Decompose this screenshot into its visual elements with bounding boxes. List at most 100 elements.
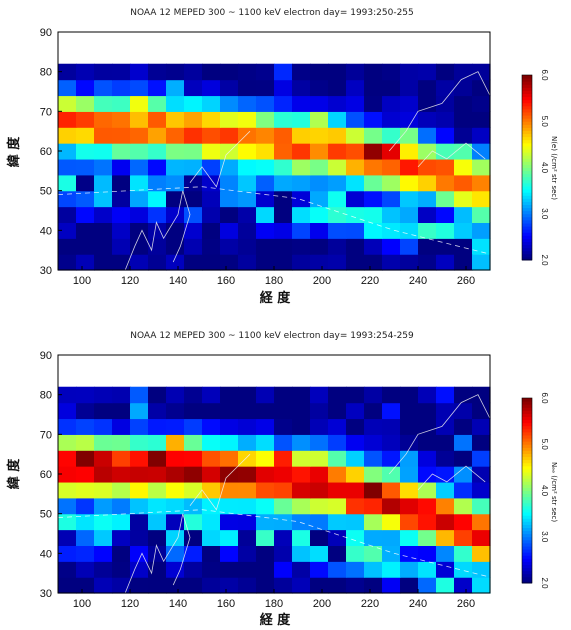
colorbar-frame xyxy=(521,74,533,261)
heatmap-cell xyxy=(184,158,203,176)
colorbar-segment xyxy=(522,210,532,215)
heatmap-cell xyxy=(130,402,149,420)
coastline xyxy=(417,465,486,491)
heatmap-cell xyxy=(274,497,293,515)
heatmap-cell xyxy=(184,466,203,483)
heatmap-cell xyxy=(418,238,437,255)
colorbar-segment xyxy=(522,502,532,507)
heatmap-cell xyxy=(166,545,185,562)
heatmap-cell xyxy=(202,450,221,467)
heatmap-cell xyxy=(94,513,113,531)
heatmap-cell xyxy=(238,127,257,144)
colorbar-tick-label: 2.0 xyxy=(540,577,549,589)
heatmap-cell xyxy=(184,450,203,467)
colorbar-tick-label: 3.0 xyxy=(540,531,549,543)
heatmap-cell xyxy=(148,143,167,160)
colorbar-segment xyxy=(522,487,532,491)
x-tick-label: 260 xyxy=(457,598,475,610)
heatmap-cell xyxy=(130,466,149,483)
heatmap-cell xyxy=(454,158,473,176)
heatmap-cell xyxy=(202,190,221,208)
heatmap-cell xyxy=(58,111,77,128)
colorbar-segment xyxy=(522,496,532,501)
colorbar-segment xyxy=(522,521,532,525)
heatmap-cell xyxy=(184,513,203,531)
heatmap-cell xyxy=(166,206,185,223)
colorbar-segment xyxy=(522,561,532,565)
heatmap-cell xyxy=(472,79,491,97)
heatmap-cell xyxy=(436,206,455,223)
heatmap-cell xyxy=(364,481,383,499)
heatmap-cell xyxy=(436,143,455,160)
heatmap-cell xyxy=(454,497,473,515)
heatmap-cell xyxy=(130,95,149,112)
heatmap-cell xyxy=(58,513,77,531)
heatmap-cell xyxy=(454,481,473,499)
heatmap-cell xyxy=(364,143,383,160)
heatmap-cell xyxy=(238,143,257,160)
colorbar-segment xyxy=(522,515,532,519)
heatmap-cell xyxy=(58,190,77,208)
coastline xyxy=(124,513,191,594)
heatmap-cell xyxy=(148,158,167,176)
heatmap-cell xyxy=(166,386,185,404)
heatmap-cell xyxy=(94,254,113,271)
colorbar-segment xyxy=(522,518,532,522)
heatmap-cell xyxy=(454,95,473,112)
heatmap-cell xyxy=(238,497,257,515)
colorbar-segment xyxy=(522,570,532,575)
heatmap-cell xyxy=(58,418,77,435)
heatmap-cell xyxy=(256,561,275,578)
heatmap-cell xyxy=(310,143,329,160)
heatmap-cell xyxy=(328,174,347,192)
heatmap-cell xyxy=(454,206,473,223)
colorbar-segment xyxy=(522,139,532,144)
heatmap-cell xyxy=(166,143,185,160)
heatmap-cell xyxy=(364,497,383,515)
colorbar-label-2: Nₑₑ (/cm² str sec) xyxy=(550,462,558,522)
heatmap-cell xyxy=(472,63,491,81)
colorbar-segment xyxy=(522,155,532,159)
heatmap-cell xyxy=(130,158,149,176)
heatmap-cell xyxy=(76,402,95,420)
heatmap-cell xyxy=(184,402,203,420)
heatmap-cell xyxy=(130,386,149,404)
heatmap-cell xyxy=(292,481,311,499)
heatmap-cell xyxy=(94,206,113,223)
colorbar-segment xyxy=(522,195,532,199)
heatmap-cell xyxy=(292,190,311,208)
heatmap-cell xyxy=(382,577,401,594)
colorbar-segment xyxy=(522,493,532,498)
heatmap-cell xyxy=(76,111,95,128)
heatmap-cell xyxy=(454,63,473,81)
x-tick-label: 140 xyxy=(169,598,187,610)
colorbar-segment xyxy=(522,201,532,205)
heatmap-cell xyxy=(328,481,347,499)
heatmap-cell xyxy=(184,529,203,546)
heatmap-cell xyxy=(166,254,185,271)
x-tick-label: 160 xyxy=(217,598,235,610)
heatmap-cell xyxy=(202,158,221,176)
colorbar-tick-label: 3.0 xyxy=(540,208,549,220)
heatmap-cell xyxy=(274,79,293,97)
heatmap-cell xyxy=(220,254,239,271)
heatmap-cell xyxy=(274,174,293,192)
x-tick-label: 100 xyxy=(73,275,91,287)
colorbar-2: 2.0 3.0 4.0 5.0 6.0 xyxy=(521,392,549,589)
heatmap-cell xyxy=(112,466,131,483)
heatmap-cell xyxy=(328,158,347,176)
heatmap-cell xyxy=(220,127,239,144)
colorbar-segment xyxy=(522,573,532,578)
heatmap-cell xyxy=(400,95,419,112)
heatmap-cell xyxy=(418,143,437,160)
heatmap-cell xyxy=(94,497,113,515)
heatmap-cell xyxy=(418,497,437,515)
heatmap-cell xyxy=(220,79,239,97)
heatmap-cell xyxy=(328,577,347,594)
x-tick-label: 180 xyxy=(265,598,283,610)
colorbar-segment xyxy=(522,533,532,538)
heatmap-cell xyxy=(256,190,275,208)
y-tick-label: 50 xyxy=(40,186,52,198)
heatmap-cell xyxy=(382,450,401,467)
heatmap-cell xyxy=(148,450,167,467)
